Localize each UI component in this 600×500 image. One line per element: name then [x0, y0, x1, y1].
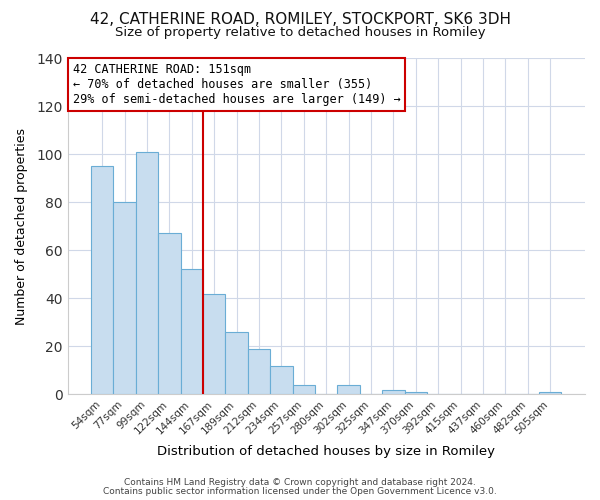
Bar	[270, 366, 293, 394]
Bar	[91, 166, 113, 394]
Bar	[226, 332, 248, 394]
Y-axis label: Number of detached properties: Number of detached properties	[15, 128, 28, 324]
X-axis label: Distribution of detached houses by size in Romiley: Distribution of detached houses by size …	[157, 444, 495, 458]
Text: Contains public sector information licensed under the Open Government Licence v3: Contains public sector information licen…	[103, 487, 497, 496]
Bar	[539, 392, 562, 394]
Bar	[382, 390, 404, 394]
Bar	[337, 385, 360, 394]
Bar	[203, 294, 226, 394]
Text: Contains HM Land Registry data © Crown copyright and database right 2024.: Contains HM Land Registry data © Crown c…	[124, 478, 476, 487]
Bar	[113, 202, 136, 394]
Bar	[181, 270, 203, 394]
Bar	[248, 349, 270, 395]
Text: Size of property relative to detached houses in Romiley: Size of property relative to detached ho…	[115, 26, 485, 39]
Text: 42, CATHERINE ROAD, ROMILEY, STOCKPORT, SK6 3DH: 42, CATHERINE ROAD, ROMILEY, STOCKPORT, …	[89, 12, 511, 28]
Text: 42 CATHERINE ROAD: 151sqm
← 70% of detached houses are smaller (355)
29% of semi: 42 CATHERINE ROAD: 151sqm ← 70% of detac…	[73, 63, 400, 106]
Bar	[293, 385, 315, 394]
Bar	[136, 152, 158, 394]
Bar	[404, 392, 427, 394]
Bar	[158, 234, 181, 394]
